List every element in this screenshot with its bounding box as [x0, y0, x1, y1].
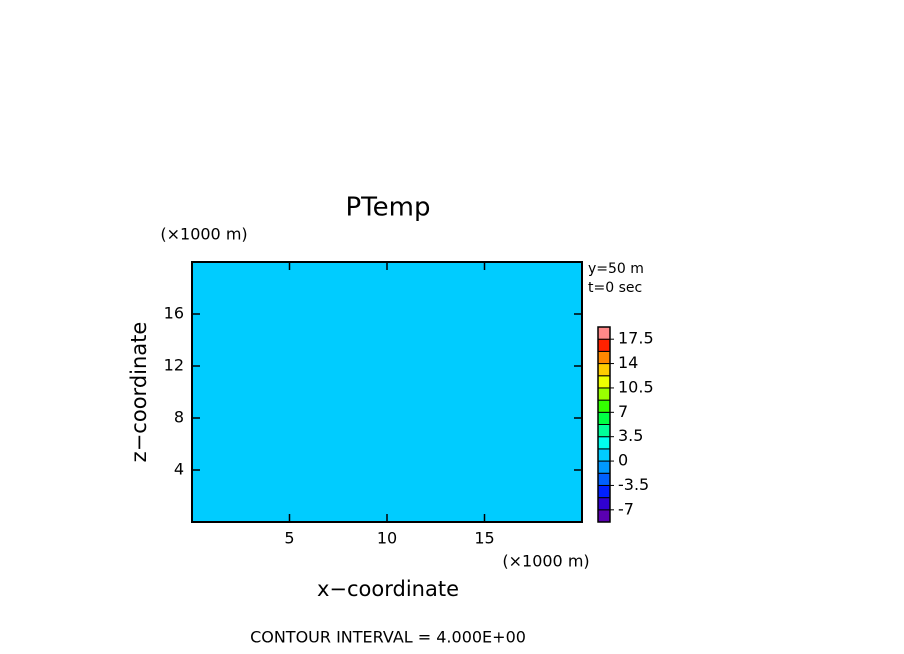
colorbar-swatch: [597, 375, 611, 389]
colorbar-swatch: [597, 411, 611, 425]
colorbar-swatch: [597, 448, 611, 462]
x-unit: (×1000 m): [502, 552, 589, 571]
x-tick-label: 5: [284, 529, 294, 548]
y-tick-label: 8: [174, 408, 184, 427]
y-axis-label: z−coordinate: [127, 322, 151, 463]
annotation: y=50 m: [588, 261, 644, 277]
colorbar-swatch: [597, 326, 611, 340]
annotation: t=0 sec: [588, 280, 642, 296]
y-unit: (×1000 m): [160, 225, 247, 244]
y-tick-label: 4: [174, 460, 184, 479]
colorbar-swatch: [597, 484, 611, 499]
colorbar-swatch: [597, 363, 611, 377]
colorbar-swatch: [597, 350, 611, 365]
colorbar-tick-label: 7: [618, 402, 628, 421]
colorbar-swatch: [597, 399, 611, 413]
colorbar-tick-label: 14: [618, 353, 638, 372]
chart-title: PTemp: [346, 193, 431, 223]
colorbar-swatch: [597, 509, 611, 523]
colorbar-swatch: [597, 472, 611, 486]
contour-fill: [192, 262, 582, 522]
colorbar-swatch: [597, 497, 611, 511]
colorbar-swatch: [597, 436, 611, 450]
colorbar-swatch: [597, 387, 611, 401]
colorbar-tick-label: 3.5: [618, 426, 643, 445]
colorbar-tick-label: -3.5: [618, 475, 649, 494]
colorbar-tick-label: 10.5: [618, 377, 654, 396]
colorbar-tick-label: -7: [618, 499, 634, 518]
x-tick-label: 10: [377, 529, 397, 548]
colorbar-swatch: [597, 338, 611, 352]
colorbar-tick-label: 0: [618, 451, 628, 470]
colorbar-swatch: [597, 460, 611, 474]
y-tick-label: 16: [164, 304, 184, 323]
colorbar-swatch: [597, 424, 611, 438]
x-tick-label: 15: [474, 529, 494, 548]
colorbar-frame: [597, 326, 611, 523]
x-axis-label: x−coordinate: [317, 577, 459, 601]
colorbar-tick-label: 17.5: [618, 329, 654, 348]
y-tick-label: 12: [164, 356, 184, 375]
footer: CONTOUR INTERVAL = 4.000E+00: [250, 628, 526, 647]
